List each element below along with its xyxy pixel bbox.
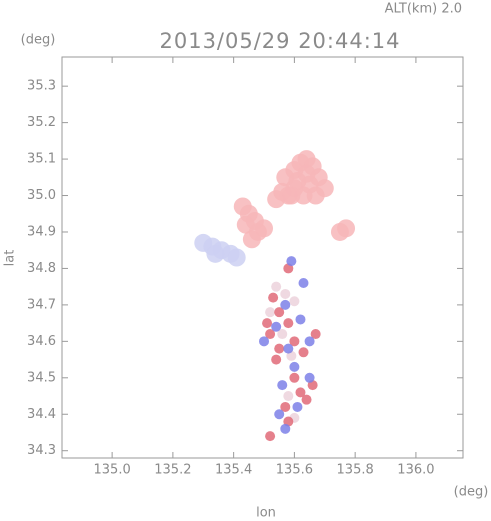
data-point <box>289 361 300 372</box>
data-point <box>295 387 306 398</box>
data-point <box>304 336 315 347</box>
x-tick-label: 135.4 <box>215 463 252 478</box>
data-point <box>295 314 306 325</box>
data-point <box>283 318 294 329</box>
data-point <box>271 321 282 332</box>
data-point <box>280 288 291 299</box>
y-tick-label: 34.7 <box>27 297 56 312</box>
data-point <box>268 292 279 303</box>
x-tick-label: 135.6 <box>276 463 313 478</box>
data-point <box>267 190 286 209</box>
data-point <box>289 296 300 307</box>
data-point <box>280 299 291 310</box>
x-tick-label: 136.0 <box>397 463 434 478</box>
data-point <box>282 186 301 205</box>
plot-frame <box>61 56 464 459</box>
data-point <box>286 256 297 267</box>
data-point <box>277 380 288 391</box>
x-tick-label: 135.2 <box>154 463 191 478</box>
y-unit: (deg) <box>21 33 56 48</box>
y-tick-label: 34.6 <box>27 334 56 349</box>
y-tick-label: 34.5 <box>27 370 56 385</box>
data-point <box>259 336 270 347</box>
data-point <box>283 391 294 402</box>
data-point <box>301 394 312 405</box>
y-tick-label: 35.2 <box>27 115 56 130</box>
data-point <box>265 307 276 318</box>
y-tick-label: 35.1 <box>27 152 56 167</box>
data-point <box>292 401 303 412</box>
data-point <box>298 278 309 289</box>
data-point <box>310 329 321 340</box>
data-point <box>289 336 300 347</box>
chart-title: 2013/05/29 20:44:14 <box>159 29 400 53</box>
data-point <box>306 186 325 205</box>
y-tick-label: 34.8 <box>27 261 56 276</box>
data-point <box>304 372 315 383</box>
data-point <box>337 219 356 238</box>
data-point <box>283 343 294 354</box>
x-tick-label: 135.8 <box>337 463 374 478</box>
data-point <box>262 318 273 329</box>
x-unit: (deg) <box>454 485 489 500</box>
x-tick-label: 135.0 <box>94 463 131 478</box>
y-tick-label: 35.3 <box>27 79 56 94</box>
data-point <box>265 329 276 340</box>
x-axis-label: lon <box>256 506 276 521</box>
data-point <box>227 248 246 267</box>
data-point <box>271 354 282 365</box>
data-point <box>271 281 282 292</box>
y-axis-label: lat <box>3 250 18 267</box>
data-point <box>274 307 285 318</box>
y-tick-label: 35.0 <box>27 188 56 203</box>
data-point <box>280 401 291 412</box>
y-tick-label: 34.4 <box>27 407 56 422</box>
data-point <box>289 372 300 383</box>
y-tick-label: 34.9 <box>27 224 56 239</box>
data-point <box>274 343 285 354</box>
data-point <box>265 431 276 442</box>
data-point <box>297 164 316 183</box>
data-point <box>280 423 291 434</box>
data-point <box>242 230 261 249</box>
y-tick-label: 34.3 <box>27 443 56 458</box>
data-point <box>255 219 274 238</box>
data-point <box>277 329 288 340</box>
data-point <box>298 347 309 358</box>
altitude-label: ALT(km) 2.0 <box>385 2 462 17</box>
data-point <box>206 244 225 263</box>
data-point <box>274 409 285 420</box>
